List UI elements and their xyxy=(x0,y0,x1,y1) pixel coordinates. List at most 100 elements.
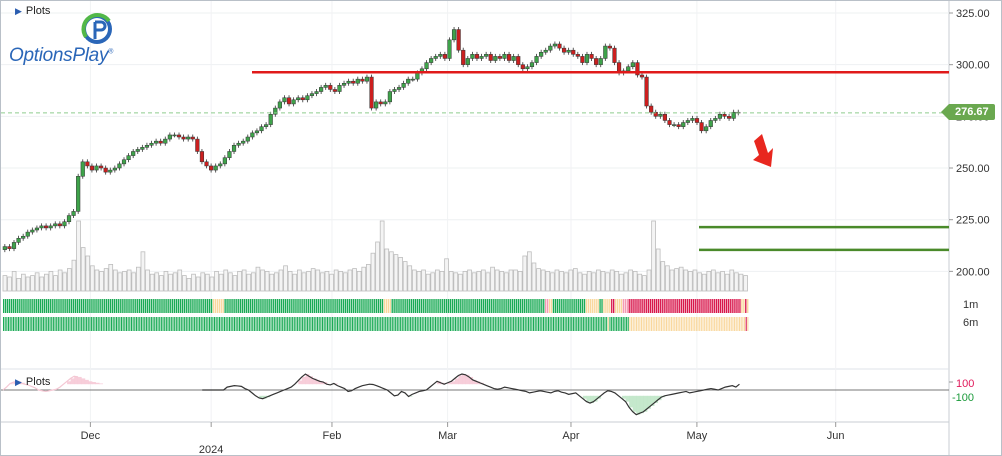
signal-cell-1m xyxy=(741,299,743,313)
candle-body xyxy=(410,78,415,81)
signal-cell-1m xyxy=(579,299,582,313)
signal-cell-6m xyxy=(479,317,481,331)
oversold-fill xyxy=(582,395,587,399)
signal-cell-6m xyxy=(336,317,339,331)
signal-cell-6m xyxy=(145,317,147,331)
signal-cell-1m xyxy=(267,299,269,313)
candle-body xyxy=(99,165,104,169)
signal-cell-1m xyxy=(432,299,434,313)
signal-cell-1m xyxy=(659,299,661,313)
volume-bar xyxy=(513,269,518,292)
signal-cell-1m xyxy=(620,299,623,313)
signal-cell-1m xyxy=(535,299,537,313)
overbought-fill xyxy=(451,381,456,385)
signal-cell-6m xyxy=(720,317,722,331)
signal-cell-1m xyxy=(41,299,44,313)
signal-cell-6m xyxy=(523,317,525,331)
signal-cell-6m xyxy=(483,317,485,331)
signal-cell-6m xyxy=(56,317,58,331)
candle-body xyxy=(649,105,654,113)
candle-body xyxy=(415,72,420,80)
signal-cell-1m xyxy=(636,299,638,313)
signal-cell-6m xyxy=(444,317,447,331)
signal-cell-1m xyxy=(6,299,9,313)
signal-cell-1m xyxy=(65,299,67,313)
signal-cell-6m xyxy=(144,317,146,331)
signal-cell-6m xyxy=(194,317,196,331)
signal-cell-6m xyxy=(140,317,142,331)
signal-cell-1m xyxy=(589,299,592,313)
signal-cell-6m xyxy=(370,317,372,331)
signal-cell-1m xyxy=(183,299,186,313)
signal-cell-1m xyxy=(294,299,296,313)
signal-cell-6m xyxy=(431,317,433,331)
volume-bar xyxy=(292,273,298,292)
signal-cell-6m xyxy=(378,317,380,331)
signal-cell-6m xyxy=(552,317,555,331)
signal-cell-1m xyxy=(506,299,508,313)
volume-bar xyxy=(71,259,77,292)
signal-cell-1m xyxy=(445,299,448,313)
overbought-fill xyxy=(305,374,310,385)
signal-cell-6m xyxy=(303,317,305,331)
signal-cell-6m xyxy=(604,317,606,331)
candle-body xyxy=(103,167,108,173)
volume-bar xyxy=(255,266,261,292)
signal-cell-1m xyxy=(733,299,735,313)
candle-body xyxy=(497,56,502,59)
signal-cell-6m xyxy=(509,317,511,331)
signal-cell-6m xyxy=(564,317,566,331)
signal-cell-1m xyxy=(315,299,318,313)
volume-bar xyxy=(2,275,8,292)
signal-cell-6m xyxy=(167,317,169,331)
signal-cell-1m xyxy=(510,299,512,313)
signal-cell-6m xyxy=(64,317,66,331)
signal-cell-1m xyxy=(137,299,139,313)
plots-toggle[interactable]: ▶ Plots xyxy=(15,5,51,17)
signal-cell-6m xyxy=(106,317,108,331)
signal-cell-6m xyxy=(39,317,41,331)
signal-cell-1m xyxy=(164,299,166,313)
signal-cell-1m xyxy=(168,299,170,313)
signal-cell-1m xyxy=(84,299,86,313)
signal-cell-6m xyxy=(101,317,103,331)
volume-bar xyxy=(361,266,367,292)
signal-cell-1m xyxy=(566,299,568,313)
signal-cell-6m xyxy=(112,317,114,331)
signal-cell-1m xyxy=(442,299,444,313)
signal-cell-6m xyxy=(305,317,307,331)
expand-triangle-icon: ▶ xyxy=(15,377,22,387)
signal-cell-6m xyxy=(363,317,365,331)
oversold-fill xyxy=(632,395,637,412)
signal-cell-1m xyxy=(311,299,314,313)
signal-cell-1m xyxy=(647,299,650,313)
indicator-plots-toggle[interactable]: ▶ Plots xyxy=(15,376,51,388)
signal-cell-1m xyxy=(284,299,287,313)
signal-cell-1m xyxy=(543,299,545,313)
signal-cell-6m xyxy=(320,317,322,331)
volume-bar xyxy=(85,255,91,292)
volume-bar xyxy=(688,270,693,292)
signal-cell-1m xyxy=(34,299,36,313)
signal-cell-1m xyxy=(8,299,11,313)
signal-cell-6m xyxy=(376,317,378,331)
signal-cell-6m xyxy=(288,317,290,331)
signal-cell-6m xyxy=(503,317,505,331)
signal-cell-6m xyxy=(655,317,658,331)
signal-cell-6m xyxy=(335,317,337,331)
signal-cell-1m xyxy=(385,299,388,313)
signal-cell-1m xyxy=(686,299,689,313)
signal-cell-1m xyxy=(16,299,18,313)
signal-cell-1m xyxy=(451,299,454,313)
x-tick-label: Dec xyxy=(81,430,101,442)
signal-cell-6m xyxy=(697,317,699,331)
signal-cell-6m xyxy=(514,317,516,331)
volume-bar xyxy=(655,248,661,292)
signal-cell-6m xyxy=(165,317,167,331)
candle-body xyxy=(44,225,49,229)
signal-cell-6m xyxy=(416,317,418,331)
volume-bar xyxy=(692,269,698,292)
signal-cell-1m xyxy=(335,299,337,313)
signal-cell-1m xyxy=(261,299,263,313)
